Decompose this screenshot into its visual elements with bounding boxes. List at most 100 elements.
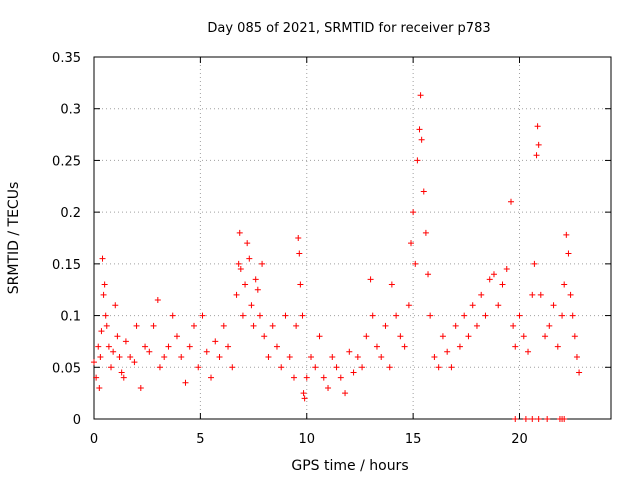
data-point: [96, 384, 103, 391]
data-point: [178, 353, 185, 360]
y-tick-label: 0.15: [52, 258, 81, 273]
data-point: [401, 343, 408, 350]
data-point: [410, 209, 417, 216]
data-point: [300, 390, 307, 397]
data-point: [346, 348, 353, 355]
data-point: [542, 333, 549, 340]
data-point: [122, 338, 129, 345]
data-point: [301, 395, 308, 402]
data-point: [448, 364, 455, 371]
data-point: [382, 322, 389, 329]
y-tick-label: 0.1: [60, 310, 81, 325]
data-point: [417, 92, 424, 99]
data-point: [573, 353, 580, 360]
data-point: [303, 374, 310, 381]
data-point: [97, 353, 104, 360]
chart-title: Day 085 of 2021, SRMTID for receiver p78…: [207, 21, 490, 36]
data-point: [531, 260, 538, 267]
data-point: [91, 359, 97, 366]
data-point: [195, 364, 202, 371]
data-point: [250, 322, 257, 329]
data-point: [286, 353, 293, 360]
data-point: [569, 312, 576, 319]
data-point: [329, 353, 336, 360]
data-point: [325, 384, 332, 391]
data-point: [95, 343, 102, 350]
data-point: [563, 231, 570, 238]
data-point: [186, 343, 193, 350]
data-point: [416, 126, 423, 133]
data-point: [537, 291, 544, 298]
data-point: [265, 353, 272, 360]
data-point: [550, 302, 557, 309]
data-point: [522, 416, 529, 422]
data-point: [412, 260, 419, 267]
data-point: [386, 364, 393, 371]
x-tick-label: 20: [511, 432, 528, 447]
data-point: [110, 348, 117, 355]
data-points: [91, 92, 583, 422]
data-point: [261, 333, 268, 340]
data-point: [503, 266, 510, 273]
data-point: [486, 276, 493, 283]
data-point: [142, 343, 149, 350]
data-point: [478, 291, 485, 298]
data-point: [102, 312, 109, 319]
data-point: [350, 369, 357, 376]
data-point: [561, 281, 568, 288]
data-point: [576, 369, 583, 376]
y-tick-label: 0.05: [52, 361, 81, 376]
grid: [94, 57, 611, 419]
data-point: [182, 379, 189, 386]
data-point: [161, 353, 168, 360]
data-point: [461, 312, 468, 319]
data-point: [312, 364, 319, 371]
data-point: [367, 276, 374, 283]
data-point: [342, 390, 349, 397]
data-point: [499, 281, 506, 288]
data-point: [220, 322, 227, 329]
data-point: [93, 374, 100, 381]
data-point: [431, 353, 438, 360]
data-point: [482, 312, 489, 319]
plot-frame: [93, 56, 612, 420]
data-point: [473, 322, 480, 329]
data-point: [290, 374, 297, 381]
data-point: [100, 291, 107, 298]
data-point: [333, 364, 340, 371]
data-point: [427, 312, 434, 319]
y-tick-label: 0.25: [52, 154, 81, 169]
data-point: [150, 322, 157, 329]
data-point: [282, 312, 289, 319]
x-axis-label: GPS time / hours: [291, 458, 408, 474]
data-point: [510, 322, 517, 329]
data-point: [544, 416, 551, 422]
data-point: [535, 416, 542, 422]
data-point: [320, 374, 327, 381]
data-point: [425, 271, 432, 278]
data-point: [534, 123, 541, 130]
data-point: [233, 291, 240, 298]
data-point: [120, 374, 127, 381]
data-point: [244, 240, 251, 247]
data-point: [439, 333, 446, 340]
data-point: [208, 374, 215, 381]
data-point: [199, 312, 206, 319]
data-point: [252, 276, 259, 283]
data-point: [137, 384, 144, 391]
data-point: [469, 302, 476, 309]
data-point: [108, 364, 115, 371]
data-point: [105, 343, 112, 350]
data-point: [408, 240, 415, 247]
data-point: [297, 281, 304, 288]
data-point: [405, 302, 412, 309]
data-point: [456, 343, 463, 350]
data-point: [256, 312, 263, 319]
data-point: [393, 312, 400, 319]
data-point: [516, 312, 523, 319]
data-point: [114, 333, 121, 340]
data-point: [508, 198, 515, 205]
data-point: [269, 322, 276, 329]
data-point: [259, 260, 266, 267]
data-point: [435, 364, 442, 371]
